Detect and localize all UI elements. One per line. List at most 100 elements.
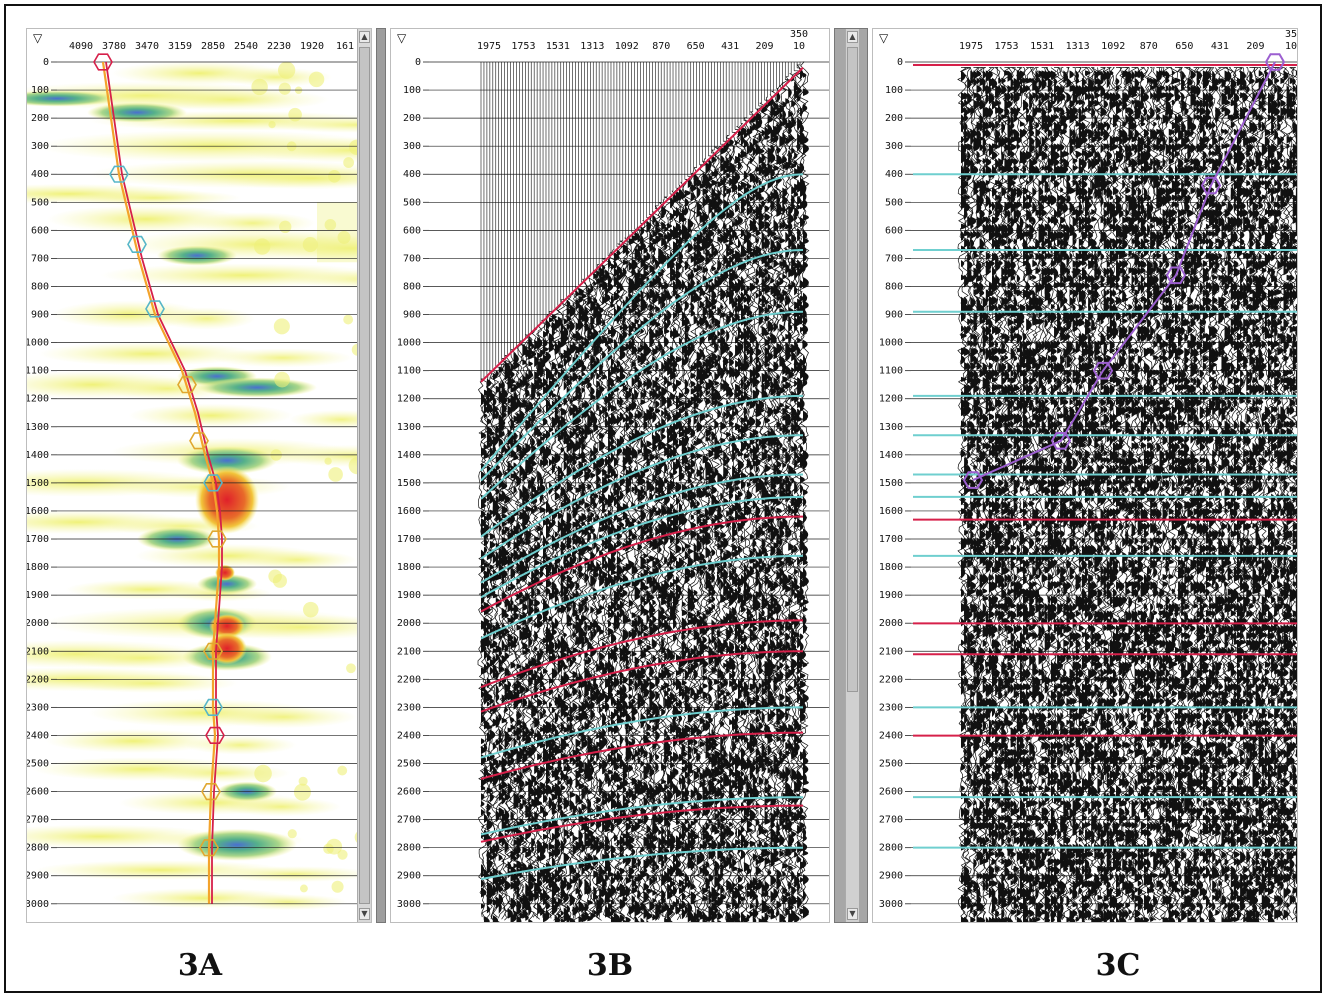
trace-fill (610, 742, 615, 754)
time-tick-label: 1200 (27, 394, 49, 405)
trace-fill (764, 629, 770, 639)
semblance-band (63, 673, 239, 693)
trace-fill (720, 869, 724, 880)
trace-fill (723, 238, 730, 244)
trace-fill (735, 721, 739, 733)
semblance-band (45, 729, 222, 754)
trace-fill (590, 393, 596, 401)
trace-fill (613, 606, 618, 613)
panel-splitter[interactable] (376, 28, 386, 923)
trace-fill (699, 387, 703, 399)
trace-fill (670, 652, 675, 661)
trace-fill (690, 270, 695, 281)
vertical-scrollbar[interactable]: ▲ ▼ (357, 29, 371, 922)
trace-fill (599, 707, 603, 713)
time-grid (57, 61, 359, 905)
trace-fill (705, 295, 709, 306)
trace-fill (711, 564, 715, 574)
trace-fill (738, 325, 742, 336)
trace-fill (602, 272, 606, 281)
trace-fill (537, 588, 541, 596)
trace-fill (755, 418, 762, 428)
trace-fill (767, 563, 772, 571)
seismic-trace (654, 205, 665, 917)
scroll-thumb[interactable] (359, 47, 370, 904)
trace-fill (646, 723, 652, 732)
trace-fill (551, 329, 556, 336)
trace-fill (711, 587, 716, 597)
trace-fill (649, 853, 653, 867)
time-tick-label: 2400 (27, 730, 49, 741)
trace-fill (690, 443, 695, 453)
trace-fill (711, 839, 718, 851)
trace-fill (717, 880, 721, 892)
trace-fill (785, 522, 789, 533)
trace-fill (569, 705, 573, 716)
trace-fill (649, 453, 656, 461)
velocity-curve[interactable] (93, 53, 227, 904)
trace-fill (785, 428, 791, 435)
trace-fill (658, 420, 662, 433)
trace-fill (720, 783, 724, 791)
trace-fill (767, 265, 773, 271)
trace-fill (587, 467, 592, 474)
trace-fill (649, 680, 656, 691)
trace-fill (513, 360, 520, 370)
trace-fill (681, 601, 686, 608)
trace-fill (486, 865, 491, 874)
trace-fill (687, 752, 692, 761)
trace-fill (696, 390, 700, 400)
trace-fill (510, 771, 514, 777)
scroll-up-icon[interactable]: ▲ (359, 31, 370, 43)
trace-fill (619, 733, 623, 746)
trace-fill (569, 658, 574, 668)
trace-fill (764, 212, 771, 222)
trace-fill (492, 883, 497, 897)
trace-fill (658, 491, 662, 503)
trace-fill (684, 732, 690, 738)
trace-fill (655, 290, 659, 302)
trace-fill (610, 884, 616, 897)
semblance-dot (279, 220, 292, 234)
trace-fill (492, 592, 498, 599)
semblance-dot (272, 573, 287, 588)
trace-fill (634, 884, 639, 890)
trace-fill (489, 698, 494, 705)
trace-fill (481, 903, 485, 909)
trace-fill (619, 875, 624, 882)
trace-fill (714, 742, 718, 748)
triangle-down-icon[interactable]: ▽ (33, 31, 43, 45)
trace-fill (616, 618, 620, 630)
trace-fill (738, 152, 742, 159)
trace-fill (602, 759, 608, 770)
trace-fill (749, 636, 754, 642)
trace-fill (519, 723, 523, 730)
trace-fill (678, 502, 683, 513)
semblance-canvas[interactable]: 4090 3780 3470 3159 2850 2540 2230 1920 161 0100… (27, 29, 372, 923)
trace-fill (495, 503, 500, 512)
header-tick-label: 2850 (201, 41, 225, 52)
trace-fill (545, 532, 551, 539)
trace-fill (566, 299, 571, 309)
trace-fill (749, 345, 754, 358)
trace-fill (513, 863, 518, 869)
trace-fill (696, 791, 703, 803)
trace-fill (501, 796, 506, 805)
trace-fill (531, 342, 535, 350)
trace-fill (581, 724, 585, 731)
trace-fill (652, 214, 657, 225)
trace-fill (702, 565, 708, 571)
scroll-down-icon[interactable]: ▼ (359, 908, 370, 920)
trace-fill (543, 810, 549, 818)
trace-fill (575, 416, 582, 425)
trace-fill (708, 575, 712, 582)
trace-fill (667, 600, 671, 609)
trace-fill (782, 187, 788, 199)
trace-fill (782, 737, 786, 743)
panel-semblance[interactable]: 4090 3780 3470 3159 2850 2540 2230 1920 161 0 100… (26, 28, 372, 923)
trace-fill (693, 644, 698, 653)
semblance-dot (278, 61, 296, 79)
trace-fill (616, 571, 621, 583)
